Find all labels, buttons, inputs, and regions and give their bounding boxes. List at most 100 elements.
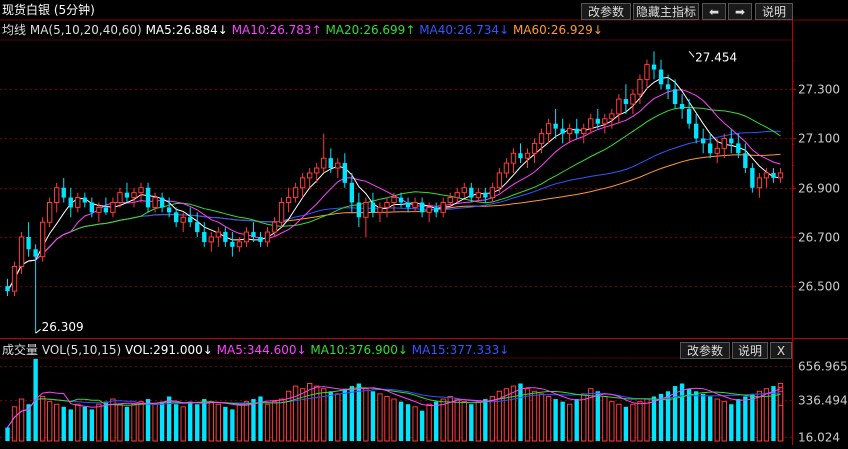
candle[interactable] [230, 232, 235, 257]
volume-bar[interactable] [602, 395, 608, 442]
volume-bar[interactable] [152, 403, 158, 442]
candle[interactable] [321, 133, 327, 173]
candle[interactable] [328, 148, 333, 173]
volume-bar[interactable] [588, 388, 594, 442]
volume-bar[interactable] [223, 406, 228, 441]
volume-bar[interactable] [581, 393, 587, 442]
volume-bar[interactable] [756, 390, 763, 442]
candle[interactable] [223, 227, 228, 247]
candle[interactable] [469, 182, 474, 203]
candle[interactable] [61, 177, 66, 203]
volume-bar[interactable] [75, 403, 81, 442]
volume-bar[interactable] [545, 395, 552, 442]
candle[interactable] [363, 197, 369, 237]
volume-bar[interactable] [230, 409, 235, 441]
candle[interactable] [370, 192, 376, 218]
candle[interactable] [503, 158, 510, 178]
volume-bar[interactable] [708, 396, 713, 441]
volume-bar[interactable] [391, 398, 397, 442]
volume-bar[interactable] [777, 404, 784, 442]
volume-bar[interactable] [180, 406, 186, 442]
candle[interactable] [433, 202, 439, 218]
volume-bar[interactable] [384, 395, 390, 442]
volume-bar[interactable] [61, 406, 66, 441]
volume-bar[interactable] [419, 410, 425, 441]
candle[interactable] [89, 197, 95, 218]
volume-bar[interactable] [475, 401, 482, 442]
candle[interactable] [342, 153, 347, 188]
candle[interactable] [292, 182, 299, 203]
candle[interactable] [188, 207, 193, 228]
candle[interactable] [299, 172, 306, 198]
volume-bar[interactable] [243, 401, 250, 442]
volume-bar[interactable] [96, 403, 102, 442]
candle[interactable] [708, 133, 713, 159]
candle[interactable] [651, 51, 657, 80]
volume-bar[interactable] [398, 401, 404, 441]
volume-bar[interactable] [314, 385, 320, 442]
candle[interactable] [264, 227, 271, 247]
volume-bar[interactable] [469, 404, 474, 441]
volume-bar[interactable] [729, 404, 734, 441]
candle[interactable] [609, 108, 615, 129]
vol-close-button[interactable]: X [770, 342, 792, 359]
candle[interactable] [159, 192, 165, 213]
candle[interactable] [11, 261, 18, 297]
candlestick-series[interactable] [5, 51, 784, 334]
candle[interactable] [117, 187, 123, 208]
volume-bar[interactable] [54, 403, 60, 442]
candle[interactable] [447, 192, 453, 208]
volume-bar[interactable] [335, 393, 341, 442]
volume-bar[interactable] [763, 388, 770, 442]
candle[interactable] [524, 148, 531, 169]
volume-bar[interactable] [736, 399, 741, 441]
volume-bar[interactable] [342, 388, 347, 441]
volume-bar[interactable] [138, 401, 144, 442]
volume-bar[interactable] [489, 395, 496, 442]
volume-bar[interactable] [46, 401, 53, 442]
candle[interactable] [475, 187, 482, 203]
volume-bar[interactable] [258, 396, 263, 441]
candle[interactable] [68, 187, 73, 218]
candle[interactable] [763, 168, 770, 188]
candle[interactable] [82, 192, 87, 208]
change-params-button[interactable]: 改参数 [581, 3, 631, 20]
vol-help-button[interactable]: 说明 [732, 342, 768, 359]
volume-bar[interactable] [405, 404, 411, 441]
candle[interactable] [566, 123, 573, 144]
candle[interactable] [750, 163, 755, 193]
candle[interactable] [271, 217, 278, 237]
candle[interactable] [623, 84, 629, 114]
candle[interactable] [595, 108, 600, 129]
volume-bar[interactable] [524, 388, 531, 442]
candle[interactable] [166, 197, 172, 218]
candle[interactable] [553, 108, 558, 139]
volume-bar[interactable] [202, 399, 207, 441]
candle[interactable] [138, 182, 144, 203]
vol-change-params-button[interactable]: 改参数 [680, 342, 730, 359]
volume-bar[interactable] [672, 386, 678, 441]
candle[interactable] [616, 94, 622, 124]
volume-bar[interactable] [145, 399, 151, 441]
volume-bar[interactable] [510, 385, 517, 442]
candle[interactable] [236, 236, 243, 252]
candle[interactable] [743, 143, 748, 173]
volume-bar[interactable] [637, 401, 643, 442]
volume-bar[interactable] [750, 393, 755, 441]
candle[interactable] [510, 148, 517, 173]
volume-bar[interactable] [609, 401, 615, 442]
volume-bar[interactable] [188, 401, 193, 441]
volume-bar[interactable] [299, 388, 306, 442]
candle[interactable] [721, 133, 727, 159]
volume-bar[interactable] [412, 406, 418, 442]
volume-bar[interactable] [693, 391, 699, 441]
candle[interactable] [251, 222, 256, 242]
candle[interactable] [602, 113, 608, 134]
volume-bar[interactable] [349, 386, 355, 441]
volume-bar[interactable] [26, 404, 31, 441]
candle[interactable] [531, 138, 538, 164]
candle[interactable] [5, 278, 10, 297]
candle[interactable] [736, 133, 741, 159]
volume-bar[interactable] [208, 401, 214, 442]
volume-bar[interactable] [658, 393, 664, 441]
